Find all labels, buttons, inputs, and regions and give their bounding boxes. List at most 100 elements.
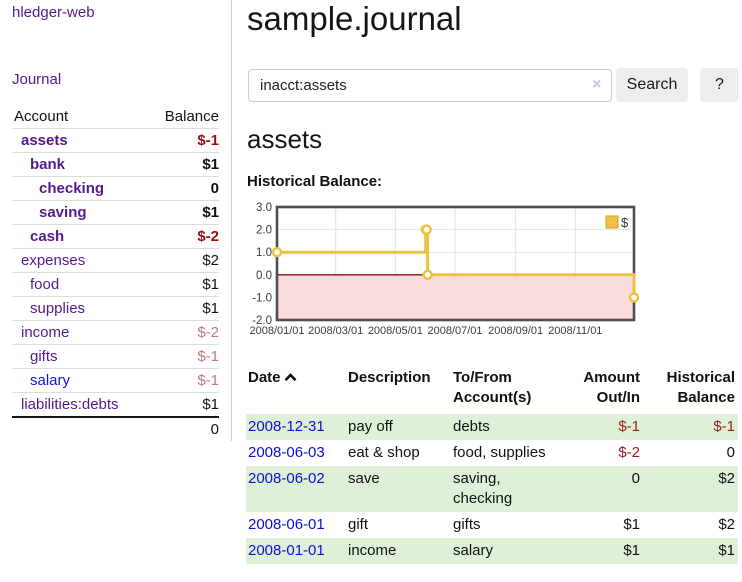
register-row[interactable]: 2008-06-02 save saving, checking 0 $2 <box>246 466 738 512</box>
svg-text:-1.0: -1.0 <box>252 292 272 304</box>
transaction-date-link[interactable]: 2008-01-01 <box>248 542 325 559</box>
col-accounts: To/From Account(s) <box>453 369 532 406</box>
account-link[interactable]: supplies <box>30 300 86 317</box>
register-rows: 2008-12-31 pay off debts $-1 $-1 2008-06-03 ea… <box>246 414 738 564</box>
transaction-balance: $2 <box>718 516 735 533</box>
transaction-date-cell: 2008-06-02 <box>246 466 345 512</box>
account-row-supplies: supplies $1 <box>12 297 219 321</box>
accounts-total-row: 0 <box>12 418 219 441</box>
transaction-accounts: gifts <box>453 516 481 533</box>
clear-search-icon[interactable]: × <box>592 76 602 93</box>
svg-text:2.0: 2.0 <box>256 225 272 237</box>
transaction-date-link[interactable]: 2008-06-03 <box>248 444 325 461</box>
account-balance: $-1 <box>197 132 219 149</box>
account-row-gifts: gifts $-1 <box>12 345 219 369</box>
account-row-saving: saving $1 <box>12 201 219 225</box>
transaction-date-cell: 2008-12-31 <box>246 414 345 440</box>
col-description: Description <box>348 369 431 386</box>
account-balance: $1 <box>202 276 219 293</box>
chart-title: Historical Balance: <box>247 173 383 190</box>
help-button[interactable]: ? <box>700 68 739 102</box>
register-row[interactable]: 2008-01-01 income salary $1 $1 <box>246 538 738 564</box>
account-row-checking: checking 0 <box>12 177 219 201</box>
col-amount: Amount Out/In <box>583 369 640 406</box>
transaction-accounts: salary <box>453 542 494 559</box>
col-date-sort[interactable]: Date <box>246 366 345 414</box>
account-link[interactable]: cash <box>30 228 65 245</box>
svg-text:3.0: 3.0 <box>256 202 272 214</box>
transaction-description: income <box>348 542 397 559</box>
svg-text:2008/01/01: 2008/01/01 <box>249 325 304 337</box>
account-link[interactable]: expenses <box>21 252 86 269</box>
accounts-rows: assets $-1 bank $1 checking 0 saving $1 cash $-2 e… <box>12 129 219 418</box>
register-row[interactable]: 2008-12-31 pay off debts $-1 $-1 <box>246 414 738 440</box>
account-heading: assets <box>247 124 323 154</box>
transaction-balance: $2 <box>718 470 735 487</box>
svg-text:2008/05/01: 2008/05/01 <box>368 325 423 337</box>
transaction-date-cell: 2008-01-01 <box>246 538 345 564</box>
account-link[interactable]: liabilities:debts <box>21 396 119 413</box>
search-input[interactable] <box>248 69 612 102</box>
transaction-description: save <box>348 470 380 487</box>
account-link[interactable]: bank <box>30 156 66 173</box>
transaction-description: eat & shop <box>348 444 420 461</box>
account-balance: 0 <box>210 180 219 197</box>
svg-text:1.0: 1.0 <box>256 247 272 259</box>
svg-text:2008/11/01: 2008/11/01 <box>548 325 602 337</box>
account-link[interactable]: saving <box>39 204 87 221</box>
account-row-bank: bank $1 <box>12 153 219 177</box>
transaction-balance: $-1 <box>713 418 735 435</box>
account-row-salary: salary $-1 <box>12 369 219 393</box>
register-row[interactable]: 2008-06-01 gift gifts $1 $2 <box>246 512 738 538</box>
transaction-amount: $1 <box>623 516 640 533</box>
register-row[interactable]: 2008-06-03 eat & shop food, supplies $-2 0 <box>246 440 738 466</box>
account-balance: $2 <box>202 252 219 269</box>
transaction-date-cell: 2008-06-01 <box>246 512 345 538</box>
sidebar: hledger-web Journal Account Balance asse… <box>0 0 232 441</box>
svg-text:2008/03/01: 2008/03/01 <box>308 325 363 337</box>
page-title: sample.journal <box>247 0 462 37</box>
account-balance: $1 <box>202 204 219 221</box>
transaction-balance: 0 <box>726 444 735 461</box>
account-link[interactable]: salary <box>30 372 71 389</box>
transaction-date-link[interactable]: 2008-06-01 <box>248 516 325 533</box>
transaction-amount: $-1 <box>618 418 640 435</box>
transaction-description: pay off <box>348 418 393 435</box>
account-balance: $-1 <box>197 348 219 365</box>
svg-text:0.0: 0.0 <box>256 270 272 282</box>
transaction-date-link[interactable]: 2008-12-31 <box>248 418 325 435</box>
account-row-cash: cash $-2 <box>12 225 219 249</box>
accounts-table: Account Balance assets $-1 bank $1 checking 0… <box>12 105 219 441</box>
account-balance: $-2 <box>197 228 219 245</box>
account-link[interactable]: food <box>30 276 60 293</box>
transaction-date-link[interactable]: 2008-06-02 <box>248 470 325 487</box>
transaction-description: gift <box>348 516 369 533</box>
sidebar-item-journal[interactable]: Journal <box>12 71 62 88</box>
sort-ascending-icon <box>284 373 296 382</box>
register-header-row: Date Description To/From Account(s) Amou… <box>246 366 738 414</box>
transaction-date-cell: 2008-06-03 <box>246 440 345 466</box>
account-row-food: food $1 <box>12 273 219 297</box>
app-brand-link[interactable]: hledger-web <box>12 4 95 21</box>
account-link[interactable]: income <box>21 324 70 341</box>
account-balance: $1 <box>202 156 219 173</box>
search-button[interactable]: Search <box>616 68 688 102</box>
col-date-label: Date <box>248 369 281 386</box>
transaction-amount: $1 <box>623 542 640 559</box>
transaction-amount: $-2 <box>618 444 640 461</box>
col-balance: Historical Balance <box>666 369 735 406</box>
account-row-liabilities-debts: liabilities:debts $1 <box>12 393 219 418</box>
accounts-col-balance: Balance <box>164 108 219 125</box>
account-link[interactable]: gifts <box>30 348 58 365</box>
svg-text:-2.0: -2.0 <box>252 315 272 327</box>
account-balance: $1 <box>202 396 219 413</box>
transaction-accounts: debts <box>453 418 490 435</box>
accounts-col-account: Account <box>14 108 69 125</box>
transaction-amount: 0 <box>631 470 640 487</box>
account-link[interactable]: assets <box>21 132 68 149</box>
account-link[interactable]: checking <box>39 180 105 197</box>
account-balance: $1 <box>202 300 219 317</box>
account-row-expenses: expenses $2 <box>12 249 219 273</box>
accounts-total-value: 0 <box>210 421 219 438</box>
